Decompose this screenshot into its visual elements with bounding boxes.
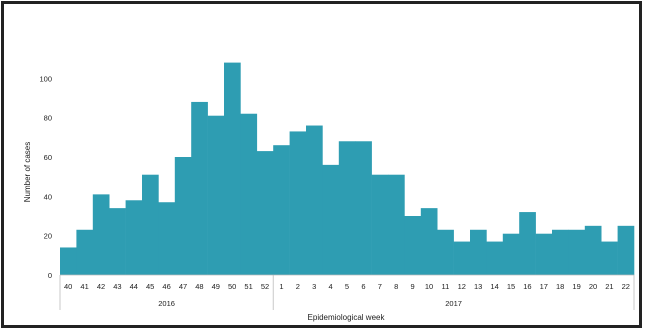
bar-week-22-34 [617, 225, 635, 275]
x-tick-label: 45 [146, 282, 154, 291]
x-tick-label: 5 [345, 282, 349, 291]
bar-week-41-1 [76, 229, 94, 275]
bar-week-9-21 [404, 216, 422, 275]
y-tick-label: 60 [44, 153, 52, 162]
x-tick-label: 12 [458, 282, 466, 291]
bar-week-12-24 [453, 241, 471, 275]
bar-week-8-20 [388, 174, 405, 275]
x-tick-label: 20 [589, 282, 597, 291]
x-tick-label: 1 [279, 282, 283, 291]
x-tick-label: 6 [361, 282, 365, 291]
bar-week-3-15 [306, 125, 323, 275]
bar-week-21-33 [601, 241, 618, 275]
x-tick-label: 21 [605, 282, 613, 291]
bar-week-16-28 [519, 212, 536, 275]
bar-week-1-13 [273, 145, 290, 275]
bar-week-20-32 [584, 225, 602, 275]
x-tick-label: 16 [523, 282, 531, 291]
bar-week-6-18 [355, 141, 372, 275]
bar-week-17-29 [535, 233, 553, 275]
bar-week-18-30 [552, 229, 569, 275]
bar-week-46-6 [158, 202, 176, 275]
bar-week-19-31 [568, 229, 586, 275]
x-tick-label: 3 [312, 282, 316, 291]
x-tick-label: 42 [97, 282, 105, 291]
y-tick-label: 100 [39, 74, 52, 83]
y-axis-title: Number of cases [23, 142, 32, 202]
bar-week-45-5 [142, 174, 159, 275]
x-tick-label: 50 [228, 282, 236, 291]
x-tick-label: 51 [244, 282, 252, 291]
x-tick-label: 49 [212, 282, 220, 291]
x-tick-label: 15 [507, 282, 515, 291]
x-tick-label: 52 [261, 282, 269, 291]
x-tick-label: 41 [80, 282, 88, 291]
bar-week-2-14 [289, 131, 307, 275]
bar-week-7-19 [371, 174, 389, 275]
bar-week-4-16 [322, 164, 340, 275]
x-tick-label: 8 [394, 282, 398, 291]
bar-week-11-23 [437, 229, 454, 275]
bar-week-52-12 [256, 151, 274, 275]
bar-week-40-0 [60, 247, 77, 275]
x-tick-label: 48 [195, 282, 203, 291]
bar-week-51-11 [240, 113, 258, 275]
x-tick-label: 11 [442, 282, 450, 291]
x-axis-title: Epidemiological week [308, 313, 386, 322]
year-group-label: 2017 [445, 299, 462, 308]
bar-week-48-8 [191, 101, 208, 276]
bar-week-44-4 [125, 200, 143, 275]
y-tick-label: 80 [44, 114, 52, 123]
y-tick-label: 40 [44, 192, 52, 201]
bar-week-13-25 [470, 229, 487, 275]
bar-week-42-2 [92, 194, 110, 275]
bar-week-47-7 [174, 157, 192, 275]
x-tick-label: 22 [622, 282, 630, 291]
bar-week-10-22 [420, 208, 438, 275]
x-tick-label: 13 [474, 282, 482, 291]
x-tick-label: 44 [130, 282, 138, 291]
x-tick-label: 47 [179, 282, 187, 291]
x-tick-label: 46 [162, 282, 170, 291]
bar-week-5-17 [338, 141, 356, 275]
x-tick-label: 17 [540, 282, 548, 291]
x-tick-label: 10 [425, 282, 433, 291]
bar-week-50-10 [224, 62, 241, 275]
bar-week-14-26 [486, 241, 504, 275]
year-group-label: 2016 [158, 299, 175, 308]
x-tick-label: 9 [411, 282, 415, 291]
x-tick-label: 40 [64, 282, 72, 291]
x-tick-label: 14 [490, 282, 498, 291]
x-tick-label: 2 [296, 282, 300, 291]
x-tick-label: 7 [378, 282, 382, 291]
bar-week-15-27 [502, 233, 520, 275]
bar-week-49-9 [207, 115, 225, 275]
x-tick-label: 43 [113, 282, 121, 291]
y-tick-label: 20 [44, 232, 52, 241]
bar-week-43-3 [109, 208, 126, 275]
x-tick-label: 19 [572, 282, 580, 291]
x-tick-label: 18 [556, 282, 564, 291]
y-tick-label: 0 [48, 271, 52, 280]
x-tick-label: 4 [329, 282, 333, 291]
